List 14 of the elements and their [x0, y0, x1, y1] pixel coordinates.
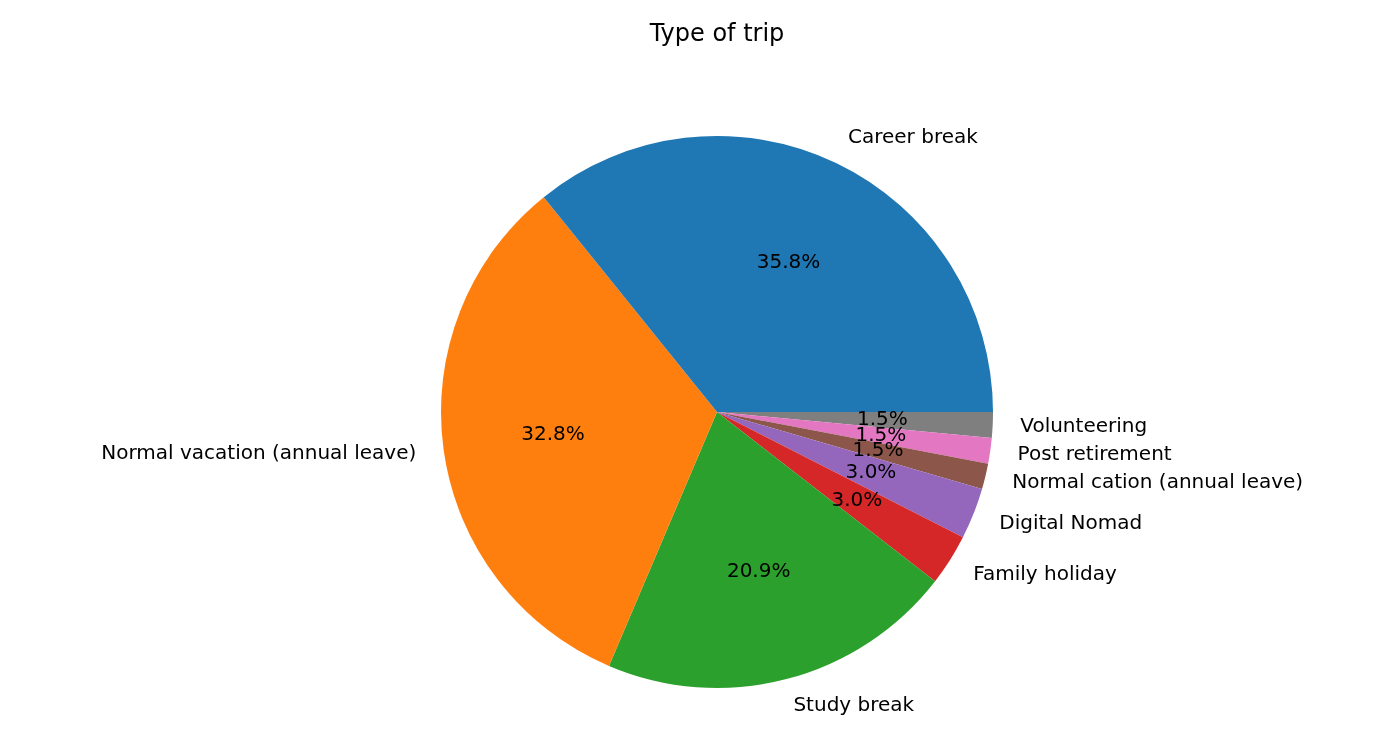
slice-label: Career break	[847, 124, 979, 149]
slice-label: Post retirement	[1017, 440, 1172, 465]
slice-label: Volunteering	[1020, 412, 1148, 437]
data-label: 35.8%	[756, 248, 821, 273]
slice-label: Normal cation (annual leave)	[1012, 469, 1304, 494]
slice-label: Study break	[793, 692, 915, 717]
data-label: 3.0%	[845, 459, 897, 484]
data-label: 20.9%	[726, 558, 791, 583]
data-label: 3.0%	[831, 486, 883, 511]
data-label: 32.8%	[521, 421, 585, 446]
chart-title: Type of trip	[648, 19, 785, 48]
slice-label: Digital Nomad	[999, 509, 1143, 534]
slice-label: Family holiday	[973, 560, 1118, 585]
slice-label: Normal vacation (annual leave)	[101, 440, 417, 465]
